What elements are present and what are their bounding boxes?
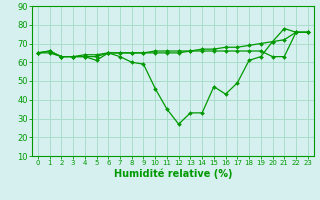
X-axis label: Humidité relative (%): Humidité relative (%) (114, 169, 232, 179)
